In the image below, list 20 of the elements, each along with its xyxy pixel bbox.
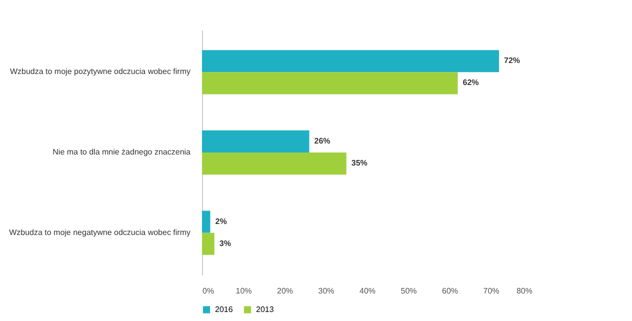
x-tick-label: 0%	[202, 286, 214, 296]
data-label: 26%	[314, 136, 330, 146]
y-tick-label: Wzbudza to moje pozytywne odczucia wobec firmy	[10, 67, 190, 76]
data-label: 35%	[351, 158, 368, 168]
legend-label: 2013	[256, 304, 274, 314]
x-tick-label: 80%	[516, 286, 532, 296]
data-label: 2%	[215, 216, 227, 226]
x-tick-label: 70%	[483, 286, 500, 296]
x-tick-label: 50%	[400, 286, 417, 296]
x-tick-label: 20%	[276, 286, 294, 296]
data-label: 62%	[462, 78, 479, 88]
legend-label: 2016	[215, 304, 234, 314]
x-tick-label: 40%	[359, 286, 376, 296]
x-tick-label: 10%	[236, 286, 252, 296]
x-tick-label: 60%	[442, 286, 458, 296]
x-tick-label: 30%	[318, 286, 334, 296]
y-tick-label: Nie ma to dla mnie żadnego znaczenia	[52, 148, 192, 156]
data-label: 72%	[504, 56, 520, 66]
data-label: 3%	[219, 238, 231, 248]
y-tick-label: Wzbudza to moje negatywne odczucia wobec firmy	[9, 228, 190, 237]
